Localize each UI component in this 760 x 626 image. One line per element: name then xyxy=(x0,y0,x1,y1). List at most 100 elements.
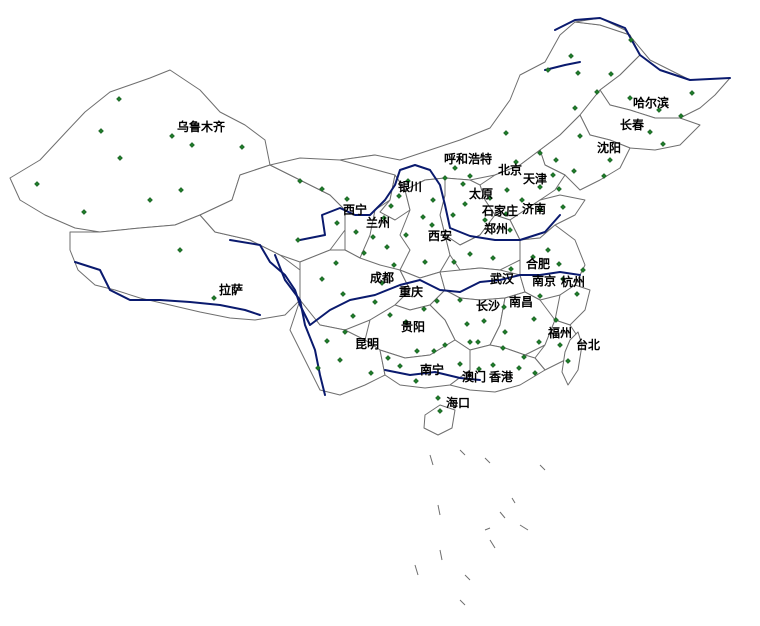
station-marker xyxy=(536,339,542,345)
station-marker xyxy=(545,67,551,73)
station-marker xyxy=(379,280,385,286)
station-marker xyxy=(116,96,122,102)
station-marker xyxy=(211,295,217,301)
station-marker xyxy=(572,105,578,111)
city-label-taiyuan: 太原 xyxy=(469,186,493,201)
station-marker xyxy=(169,133,175,139)
station-marker xyxy=(502,329,508,335)
nujiang-river xyxy=(274,254,326,396)
station-marker xyxy=(434,298,440,304)
station-marker xyxy=(557,342,563,348)
station-marker xyxy=(384,244,390,250)
station-marker xyxy=(607,157,613,163)
station-marker xyxy=(344,196,350,202)
station-marker xyxy=(81,209,87,215)
heilong-river xyxy=(554,17,731,81)
rivers xyxy=(74,17,731,396)
city-label-guiyang: 贵阳 xyxy=(401,319,425,334)
station-marker xyxy=(435,395,441,401)
pearl-river xyxy=(384,369,481,381)
city-label-haikou: 海口 xyxy=(446,395,470,410)
station-marker xyxy=(560,276,566,282)
station-marker xyxy=(550,172,556,178)
station-marker xyxy=(451,259,457,265)
station-marker xyxy=(189,142,195,148)
station-marker xyxy=(521,354,527,360)
province-taiwan xyxy=(561,331,583,386)
station-marker xyxy=(532,370,538,376)
city-label-hefei: 合肥 xyxy=(526,256,550,271)
city-label-changchun: 长春 xyxy=(620,117,645,132)
city-label-taipei: 台北 xyxy=(576,337,600,352)
station-marker xyxy=(553,317,559,323)
station-marker xyxy=(464,321,470,327)
songhua-river xyxy=(544,61,581,71)
station-marker xyxy=(556,261,562,267)
station-marker xyxy=(601,173,607,179)
station-marker xyxy=(177,247,183,253)
station-marker xyxy=(482,217,488,223)
city-label-nanjing: 南京 xyxy=(532,273,556,288)
station-marker xyxy=(340,291,346,297)
station-marker xyxy=(337,357,343,363)
station-marker xyxy=(656,107,662,113)
station-marker xyxy=(178,187,184,193)
city-label-kunming: 昆明 xyxy=(355,337,379,351)
station-marker xyxy=(414,348,420,354)
station-marker xyxy=(608,71,614,77)
station-marker xyxy=(319,186,325,192)
city-labels: 乌鲁木齐 哈尔滨 长春 沈阳 呼和浩特 北京 天津 银川 太原 石家庄 济南 西… xyxy=(177,95,669,410)
station-marker xyxy=(490,255,496,261)
station-marker xyxy=(565,358,571,364)
station-marker xyxy=(537,150,543,156)
station-marker xyxy=(481,318,487,324)
station-marker xyxy=(295,237,301,243)
city-label-changsha: 长沙 xyxy=(476,298,500,313)
city-label-xining: 西宁 xyxy=(343,202,367,217)
station-marker xyxy=(442,175,448,181)
city-label-chengdu: 成都 xyxy=(370,270,394,285)
station-marker xyxy=(385,355,391,361)
station-marker xyxy=(381,215,387,221)
station-marker xyxy=(462,201,468,207)
station-marker xyxy=(460,181,466,187)
station-marker xyxy=(368,370,374,376)
station-marker xyxy=(475,339,481,345)
station-marker xyxy=(421,306,427,312)
station-marker xyxy=(560,204,566,210)
city-label-urumqi: 乌鲁木齐 xyxy=(177,119,226,134)
station-marker xyxy=(574,291,580,297)
yellow-river xyxy=(299,164,561,241)
station-marker xyxy=(442,342,448,348)
station-marker xyxy=(319,276,325,282)
city-label-fuzhou: 福州 xyxy=(547,325,572,340)
station-marker xyxy=(504,187,510,193)
station-marker xyxy=(388,203,394,209)
city-label-hohhot: 呼和浩特 xyxy=(444,151,492,166)
station-marker xyxy=(387,312,393,318)
city-label-beijing: 北京 xyxy=(498,162,522,177)
station-marker xyxy=(487,195,493,201)
city-label-lhasa: 拉萨 xyxy=(219,282,243,297)
city-label-shenyang: 沈阳 xyxy=(597,140,621,155)
station-marker xyxy=(437,408,443,414)
station-marker xyxy=(370,234,376,240)
station-marker xyxy=(689,90,695,96)
station-marker xyxy=(545,247,551,253)
station-marker xyxy=(396,193,402,199)
south-sea-islands xyxy=(414,449,546,606)
station-marker xyxy=(147,197,153,203)
station-marker xyxy=(537,184,543,190)
station-marker xyxy=(490,362,496,368)
city-label-nanning: 南宁 xyxy=(420,362,444,377)
station-marker xyxy=(503,130,509,136)
province-xinjiang xyxy=(9,69,271,233)
station-marker xyxy=(391,262,397,268)
city-label-hangzhou: 杭州 xyxy=(561,274,585,289)
city-label-shijiazhuang: 石家庄 xyxy=(481,203,518,218)
city-label-yinchuan: 银川 xyxy=(398,179,422,194)
station-marker xyxy=(333,260,339,266)
station-marker xyxy=(34,181,40,187)
station-marker xyxy=(501,304,507,310)
